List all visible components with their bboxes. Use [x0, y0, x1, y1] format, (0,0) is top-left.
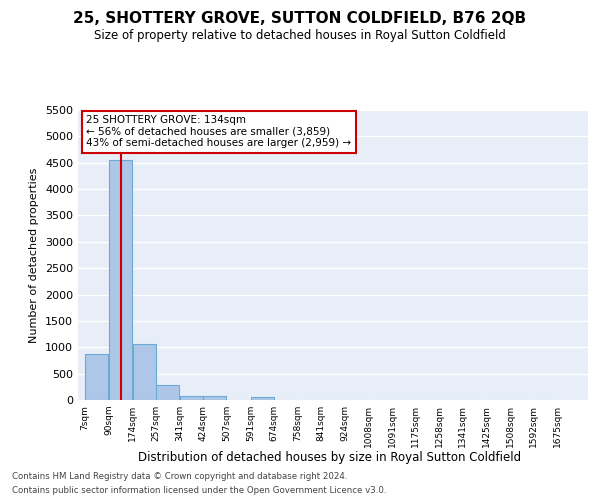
Text: 25, SHOTTERY GROVE, SUTTON COLDFIELD, B76 2QB: 25, SHOTTERY GROVE, SUTTON COLDFIELD, B7…: [73, 11, 527, 26]
Bar: [133, 344, 155, 400]
Bar: [109, 160, 132, 400]
Bar: [180, 396, 203, 400]
Text: 25 SHOTTERY GROVE: 134sqm
← 56% of detached houses are smaller (3,859)
43% of se: 25 SHOTTERY GROVE: 134sqm ← 56% of detac…: [86, 116, 352, 148]
Text: Distribution of detached houses by size in Royal Sutton Coldfield: Distribution of detached houses by size …: [139, 451, 521, 464]
Bar: [251, 398, 274, 400]
Bar: [203, 396, 226, 400]
Bar: [156, 384, 179, 400]
Text: Size of property relative to detached houses in Royal Sutton Coldfield: Size of property relative to detached ho…: [94, 29, 506, 42]
Text: Contains HM Land Registry data © Crown copyright and database right 2024.: Contains HM Land Registry data © Crown c…: [12, 472, 347, 481]
Y-axis label: Number of detached properties: Number of detached properties: [29, 168, 40, 342]
Text: Contains public sector information licensed under the Open Government Licence v3: Contains public sector information licen…: [12, 486, 386, 495]
Bar: [85, 354, 109, 400]
